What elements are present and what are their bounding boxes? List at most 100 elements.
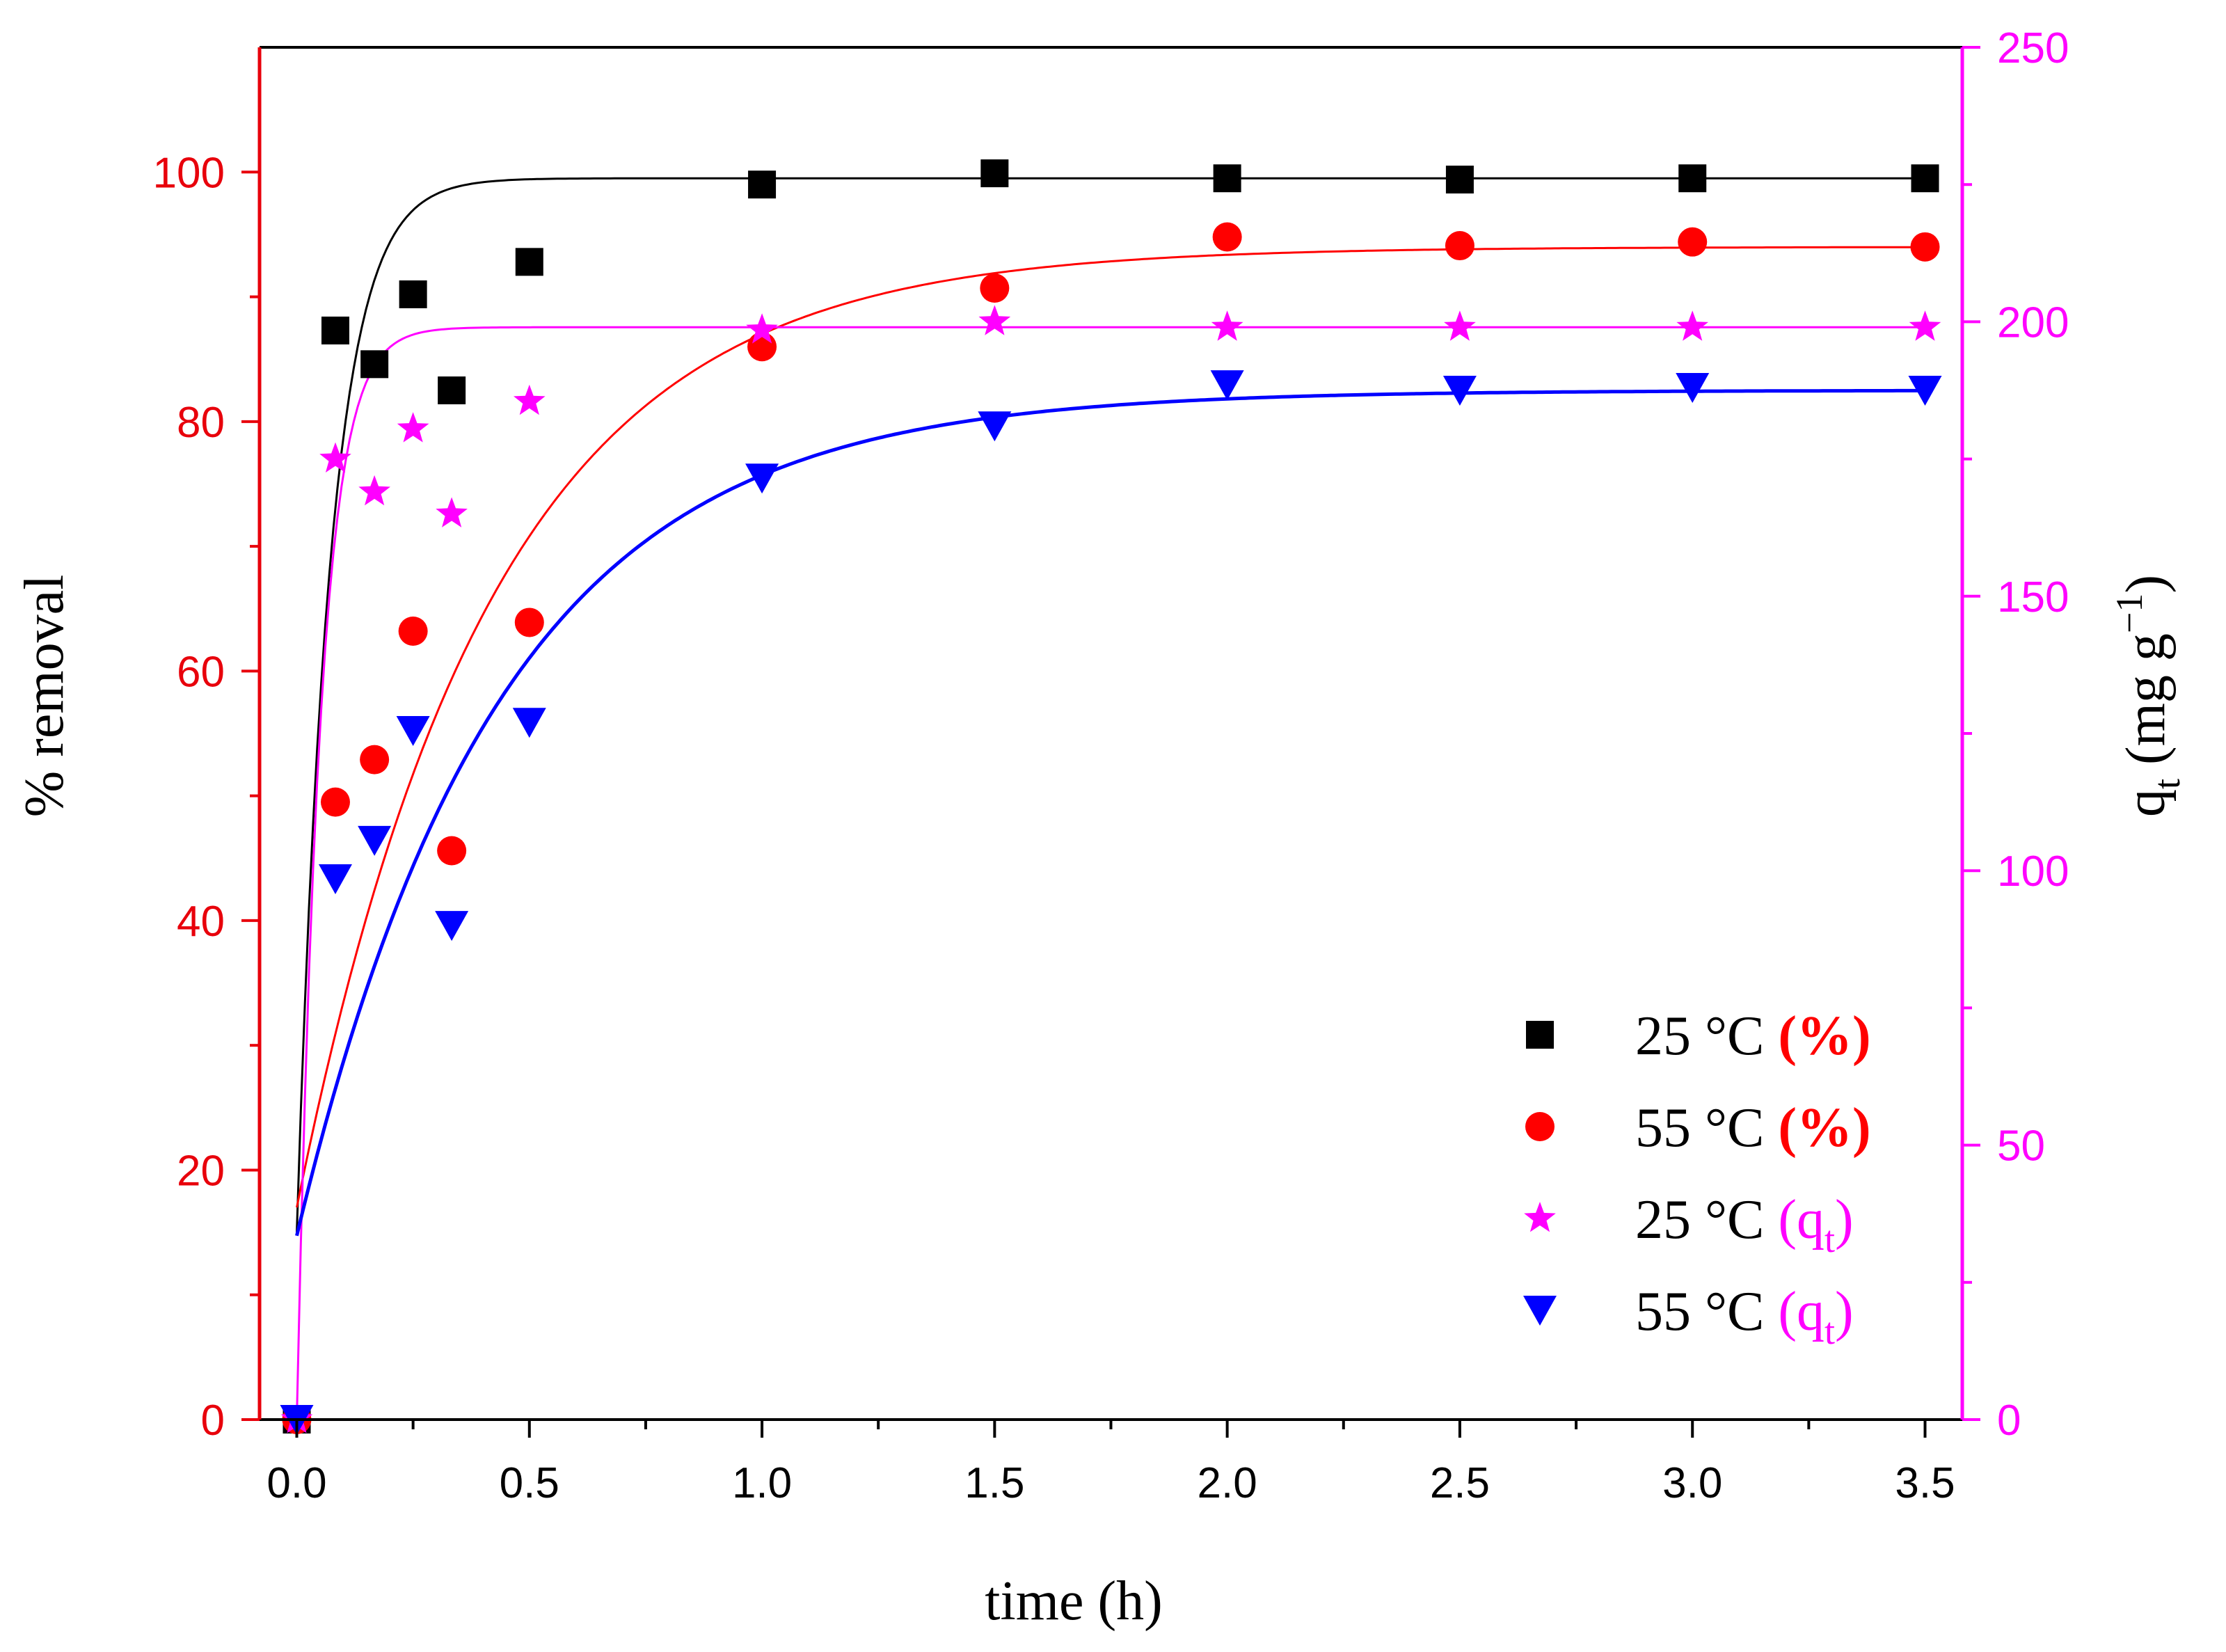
data-point-s2-7 [978,305,1011,335]
legend-label-suffix-2: (q [1778,1189,1824,1250]
x-tick-label-2: 1.0 [732,1459,792,1507]
data-point-s2-1 [319,442,351,472]
data-point-s2-3 [397,412,429,443]
legend-label-subscript-3: t [1824,1310,1835,1352]
data-point-s3-1 [318,864,352,895]
data-point-s1-1 [320,787,350,817]
fit-curve-1 [296,246,1925,1208]
data-point-s3-3 [396,716,430,747]
y2-title-subscript: t [2146,779,2188,789]
x-tick-label-4: 2.0 [1198,1459,1257,1507]
legend-label-0: 25 °C (%) [1635,1006,1871,1067]
data-point-s1-2 [360,745,390,775]
legend-label-3: 55 °C (qt) [1635,1281,1854,1352]
legend-label-text-3: 55 °C [1635,1281,1778,1342]
y-axis-right-title: qt (mg g−1) [2108,575,2188,817]
legend-label-text-2: 25 °C [1635,1189,1778,1250]
data-point-s2-4 [436,497,468,527]
legend-marker-0 [1526,1021,1554,1049]
data-point-s0-11 [1911,164,1939,193]
legend-label-subscript-2: t [1824,1218,1835,1260]
legend-label-2: 25 °C (qt) [1635,1189,1854,1260]
y2-title-units: (mg g [2115,633,2177,779]
y-tick-label-1: 20 [177,1147,225,1195]
y-tick-label-0: 0 [201,1397,225,1445]
data-point-s0-5 [515,248,543,276]
x-axis: 0.0 0.5 1.0 1.5 2.0 2.5 3.0 3.5 [267,1420,1955,1507]
fit-curves [295,177,1925,1420]
y2-tick-label-1: 50 [1997,1122,2045,1170]
data-point-s0-10 [1678,164,1707,193]
legend-label-suffix-3: (q [1778,1281,1824,1342]
data-point-s0-7 [980,159,1009,188]
data-point-s0-4 [438,376,466,404]
data-point-s2-11 [1909,310,1941,341]
y2-title-superscript: −1 [2108,594,2150,633]
y-axis-left-title: % removal [14,575,75,818]
data-point-s1-4 [437,836,467,866]
data-point-s3-7 [978,411,1012,442]
legend-label-text-0: 25 °C [1635,1006,1778,1067]
data-point-s1-3 [398,616,428,646]
y2-tick-label-2: 100 [1997,848,2069,896]
x-tick-label-1: 0.5 [500,1459,559,1507]
data-point-s1-8 [1212,222,1242,252]
data-point-s2-8 [1211,310,1243,341]
data-point-s3-2 [358,825,392,856]
legend-label-1: 55 °C (%) [1635,1097,1871,1159]
x-tick-label-0: 0.0 [267,1459,326,1507]
data-point-s3-6 [745,463,779,494]
data-point-s3-9 [1442,376,1477,406]
data-point-s0-2 [360,350,389,379]
legend-label-close-2: ) [1835,1189,1854,1250]
y2-tick-label-4: 200 [1997,299,2069,347]
legend-label-text-1: 55 °C [1635,1097,1778,1159]
y-tick-label-3: 60 [177,648,225,696]
y2-tick-label-5: 250 [1997,24,2069,72]
data-point-s2-5 [514,384,546,415]
data-point-s1-9 [1445,231,1474,261]
data-point-s3-8 [1210,370,1244,401]
x-tick-label-6: 3.0 [1662,1459,1722,1507]
x-tick-label-7: 3.5 [1895,1459,1955,1507]
data-point-s2-2 [358,475,390,506]
data-point-s0-6 [748,170,777,199]
fit-curve-3 [295,388,1925,1237]
data-point-s2-9 [1444,310,1476,341]
y2-tick-label-3: 150 [1997,573,2069,621]
x-axis-title: time (h) [985,1571,1162,1632]
y-axis-right: 0 50 100 150 200 250 [1962,24,2069,1445]
data-point-s1-7 [980,273,1010,303]
y-tick-label-2: 40 [177,898,225,946]
data-point-s3-5 [512,708,546,738]
data-points [280,159,1942,1435]
data-point-s1-5 [514,607,544,637]
data-point-s0-3 [399,280,427,308]
data-point-s3-11 [1908,376,1942,406]
y-axis-left: 0 20 40 60 80 100 [153,149,260,1445]
data-point-s1-11 [1910,232,1940,262]
fit-curve-0 [296,177,1925,1233]
data-point-s0-8 [1213,164,1241,193]
y-tick-label-4: 80 [177,399,225,447]
data-point-s3-10 [1676,373,1710,404]
x-tick-label-5: 2.5 [1430,1459,1490,1507]
data-point-s1-10 [1678,227,1708,257]
y2-tick-label-0: 0 [1997,1397,2021,1445]
fit-curve-2 [296,326,1925,1420]
y2-title-symbol: q [2115,789,2177,817]
legend-label-suffix-0: (%) [1778,1006,1870,1067]
legend-marker-1 [1525,1112,1555,1141]
legend-label-close-3: ) [1835,1281,1854,1342]
x-tick-label-3: 1.5 [964,1459,1024,1507]
data-point-s2-10 [1676,310,1708,341]
data-point-s0-1 [321,316,349,344]
legend: 25 °C (%)55 °C (%)25 °C (qt)55 °C (qt) [1523,1006,1871,1352]
legend-marker-2 [1524,1202,1556,1232]
data-point-s3-4 [435,911,469,942]
y2-title-close: ) [2115,575,2177,594]
data-point-s2-6 [746,313,778,344]
legend-marker-3 [1523,1296,1557,1326]
legend-label-suffix-1: (%) [1778,1097,1870,1159]
